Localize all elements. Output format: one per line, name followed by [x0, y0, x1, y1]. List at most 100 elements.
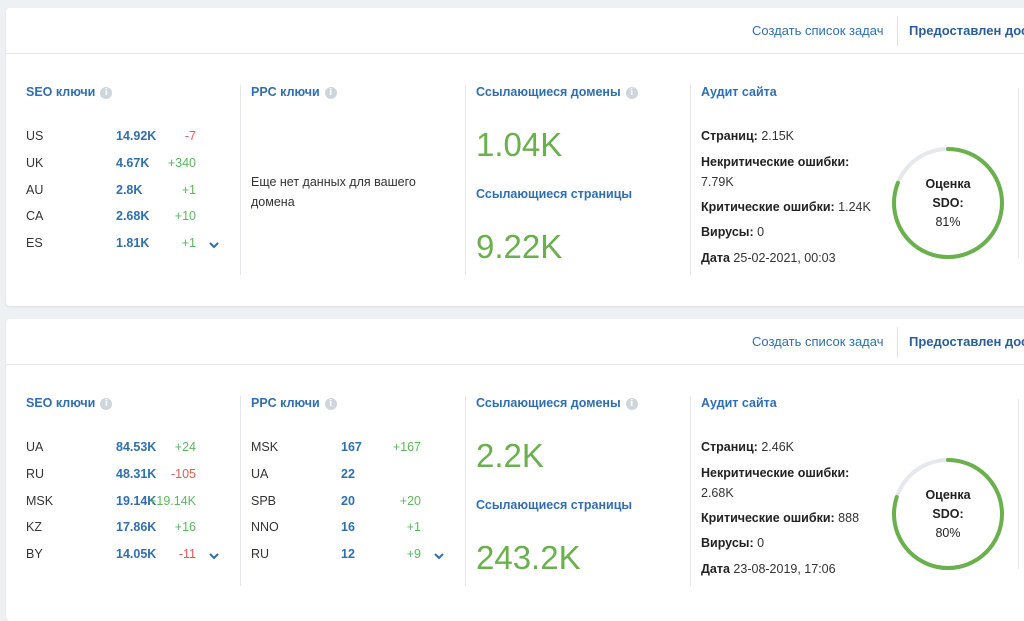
audit-pages-value: 2.15K: [761, 129, 794, 143]
seo-keyword-row[interactable]: UA 84.53K +24: [26, 440, 226, 456]
referring-domains-value[interactable]: 2.2K: [476, 437, 544, 474]
audit-pages-value: 2.46K: [761, 440, 794, 454]
sdo-score-gauge[interactable]: Оценка SDO: 81%: [890, 145, 1006, 261]
keyword-count[interactable]: 20: [341, 493, 355, 508]
audit-noncritical-label: Некритические ошибки:: [701, 466, 850, 480]
project-card-1: Создать список задач Предоставлен дос SE…: [6, 8, 1024, 306]
referring-pages-title: Ссылающиеся страницы: [476, 187, 633, 201]
audit-noncritical-value: 2.68K: [701, 486, 734, 500]
ppc-keyword-row[interactable]: RU 12 +9: [251, 547, 451, 563]
audit-date-label: Дата: [701, 251, 730, 265]
region-code: US: [26, 129, 44, 143]
column-divider: [465, 396, 466, 586]
audit-pages-label: Страниц:: [701, 129, 758, 143]
score-value: 80%: [935, 525, 961, 540]
info-icon[interactable]: i: [324, 397, 337, 410]
keyword-delta: +20: [399, 493, 421, 508]
ppc-keyword-row[interactable]: MSK 167 +167: [251, 440, 451, 456]
gauge-ring: [892, 458, 1004, 570]
info-icon[interactable]: i: [625, 86, 638, 99]
region-code: AU: [26, 182, 44, 197]
chevron-down-icon[interactable]: [433, 550, 445, 562]
audit-pages: Страниц: 2.15K: [701, 126, 794, 146]
referring-pages-value[interactable]: 243.2K: [476, 539, 581, 576]
info-icon[interactable]: i: [100, 397, 113, 410]
header-divider: [897, 16, 898, 46]
info-icon[interactable]: i: [625, 397, 638, 410]
seo-keys-title: SEO ключи i: [26, 396, 113, 410]
card-header: Создать список задач Предоставлен дос: [6, 319, 1024, 365]
audit-critical: Критические ошибки: 888: [701, 508, 859, 528]
chevron-down-icon[interactable]: [208, 239, 220, 251]
keyword-count[interactable]: 1.81K: [116, 236, 150, 250]
column-divider: [690, 85, 691, 275]
score-label: Оценка: [925, 176, 971, 191]
ppc-keyword-row[interactable]: UA 22: [251, 467, 451, 483]
audit-critical-value: 888: [838, 511, 860, 525]
column-divider: [465, 85, 466, 275]
keyword-delta: -105: [170, 466, 196, 481]
access-granted-link[interactable]: Предоставлен дос: [909, 23, 1024, 38]
region-code: CA: [26, 209, 44, 224]
seo-keyword-row[interactable]: AU 2.8K +1: [26, 183, 226, 199]
keyword-count[interactable]: 12: [341, 547, 355, 561]
chevron-down-icon[interactable]: [208, 550, 220, 562]
keyword-count[interactable]: 16: [341, 520, 355, 535]
seo-keyword-row[interactable]: US 14.92K -7: [26, 129, 226, 145]
keyword-count[interactable]: 2.8K: [116, 182, 143, 197]
keyword-count[interactable]: 14.92K: [116, 129, 157, 143]
card-header: Создать список задач Предоставлен дос: [6, 8, 1024, 54]
keyword-count[interactable]: 17.86K: [116, 520, 157, 535]
sdo-score-gauge[interactable]: Оценка SDO: 80%: [890, 456, 1006, 572]
access-granted-link[interactable]: Предоставлен дос: [909, 334, 1024, 349]
referring-domains-title: Ссылающиеся домены i: [476, 85, 638, 99]
region-code: MSK: [251, 440, 279, 454]
keyword-count[interactable]: 22: [341, 466, 355, 481]
gauge-text: Оценка SDO: 81%: [890, 145, 1006, 261]
info-icon[interactable]: i: [100, 86, 113, 99]
ppc-empty-message: Еще нет данных для вашего домена: [251, 175, 416, 209]
seo-keyword-row[interactable]: UK 4.67K +340: [26, 156, 226, 172]
create-task-list-link[interactable]: Создать список задач: [752, 23, 884, 38]
region-code: BY: [26, 547, 43, 561]
audit-viruses: Вирусы: 0: [701, 222, 764, 242]
site-audit-title[interactable]: Аудит сайта: [701, 396, 777, 410]
keyword-count[interactable]: 4.67K: [116, 155, 150, 170]
referring-pages-value[interactable]: 9.22K: [476, 228, 563, 265]
keyword-count[interactable]: 2.68K: [116, 209, 150, 224]
ppc-keys-title: PPC ключи i: [251, 85, 337, 99]
region-code: MSK: [26, 493, 54, 508]
keyword-count[interactable]: 84.53K: [116, 440, 157, 454]
keyword-delta: -7: [184, 129, 196, 143]
seo-keyword-row[interactable]: BY 14.05K -11: [26, 547, 226, 563]
gauge-text: Оценка SDO: 80%: [890, 456, 1006, 572]
keyword-delta: +16: [174, 520, 196, 535]
referring-domains-value[interactable]: 1.04K: [476, 126, 563, 163]
score-label: Оценка: [925, 487, 971, 502]
audit-critical: Критические ошибки: 1.24K: [701, 197, 871, 217]
ppc-keyword-row[interactable]: NNO 16 +1: [251, 520, 451, 536]
ppc-keyword-row[interactable]: SPB 20 +20: [251, 494, 451, 510]
seo-keyword-row[interactable]: ES 1.81K +1: [26, 236, 226, 252]
audit-date-value: 23-08-2019, 17:06: [733, 562, 836, 576]
score-label-sdo: SDO:: [932, 506, 964, 521]
site-audit-title[interactable]: Аудит сайта: [701, 85, 777, 99]
keyword-count[interactable]: 14.05K: [116, 547, 157, 561]
score-value: 81%: [935, 214, 961, 229]
info-icon[interactable]: i: [324, 86, 337, 99]
seo-keyword-row[interactable]: MSK 19.14K +19.14K: [26, 494, 226, 510]
seo-keyword-row[interactable]: KZ 17.86K +16: [26, 520, 226, 536]
seo-keyword-row[interactable]: CA 2.68K +10: [26, 209, 226, 225]
column-divider: [1018, 399, 1019, 569]
create-task-list-link[interactable]: Создать список задач: [752, 334, 884, 349]
audit-date: Дата 25-02-2021, 00:03: [701, 248, 836, 268]
keyword-count[interactable]: 48.31K: [116, 466, 157, 481]
gauge-fill: [892, 147, 1004, 259]
ppc-keys-title: PPC ключи i: [251, 396, 337, 410]
keyword-count[interactable]: 167: [341, 440, 362, 454]
seo-keys-title: SEO ключи i: [26, 85, 113, 99]
region-code: NNO: [251, 520, 279, 535]
keyword-count[interactable]: 19.14K: [116, 493, 157, 508]
seo-keyword-row[interactable]: RU 48.31K -105: [26, 467, 226, 483]
ppc-keys-label: PPC ключи: [251, 396, 320, 410]
